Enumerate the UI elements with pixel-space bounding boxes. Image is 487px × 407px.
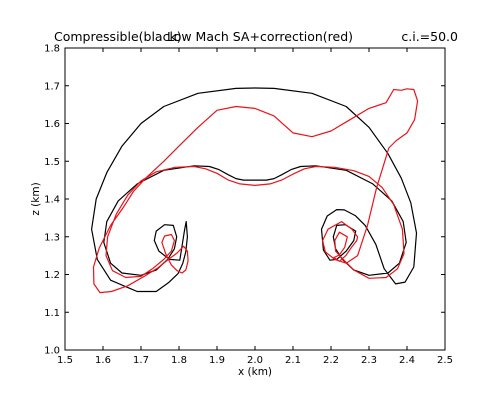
x-tick-label: 1.6 [95,355,111,366]
title-center: Low Mach SA+correction(red) [167,29,353,44]
x-tick-label: 2.5 [437,355,453,366]
y-tick-label: 1.6 [44,119,60,130]
y-tick-label: 1.4 [44,195,60,206]
y-axis-label: z (km) [30,182,42,215]
x-tick-label: 2.3 [361,355,377,366]
series-layer [91,87,419,294]
plot-area [64,47,446,351]
series-line-low_mach [92,88,419,294]
y-tick-label: 1.3 [44,232,60,243]
x-tick-label: 2.0 [247,355,263,366]
axes-frame [64,47,446,351]
y-tick-label: 1.2 [44,270,60,281]
y-tick-label: 1.8 [44,44,60,55]
title-right: c.i.=50.0 [401,29,458,44]
y-axis: 1.0 1.1 1.2 1.3 1.4 1.5 1.6 1.7 1.8 [44,44,445,357]
y-tick-label: 1.1 [44,308,60,319]
x-tick-label: 2.2 [323,355,339,366]
title-left: Compressible(black) [54,29,182,44]
y-tick-label: 1.0 [44,346,60,357]
x-axis: 1.5 1.6 1.7 1.8 1.9 2.0 2.1 2.2 2.3 2.4 2.5 [57,48,453,366]
x-tick-label: 1.5 [57,355,73,366]
series-line-compressible [91,87,418,293]
y-tick-label: 1.7 [44,81,60,92]
x-tick-label: 2.4 [399,355,415,366]
x-tick-label: 2.1 [285,355,301,366]
x-tick-label: 1.7 [133,355,149,366]
x-axis-label: x (km) [238,366,272,378]
y-tick-label: 1.5 [44,157,60,168]
x-tick-label: 1.9 [209,355,225,366]
x-tick-label: 1.8 [171,355,187,366]
